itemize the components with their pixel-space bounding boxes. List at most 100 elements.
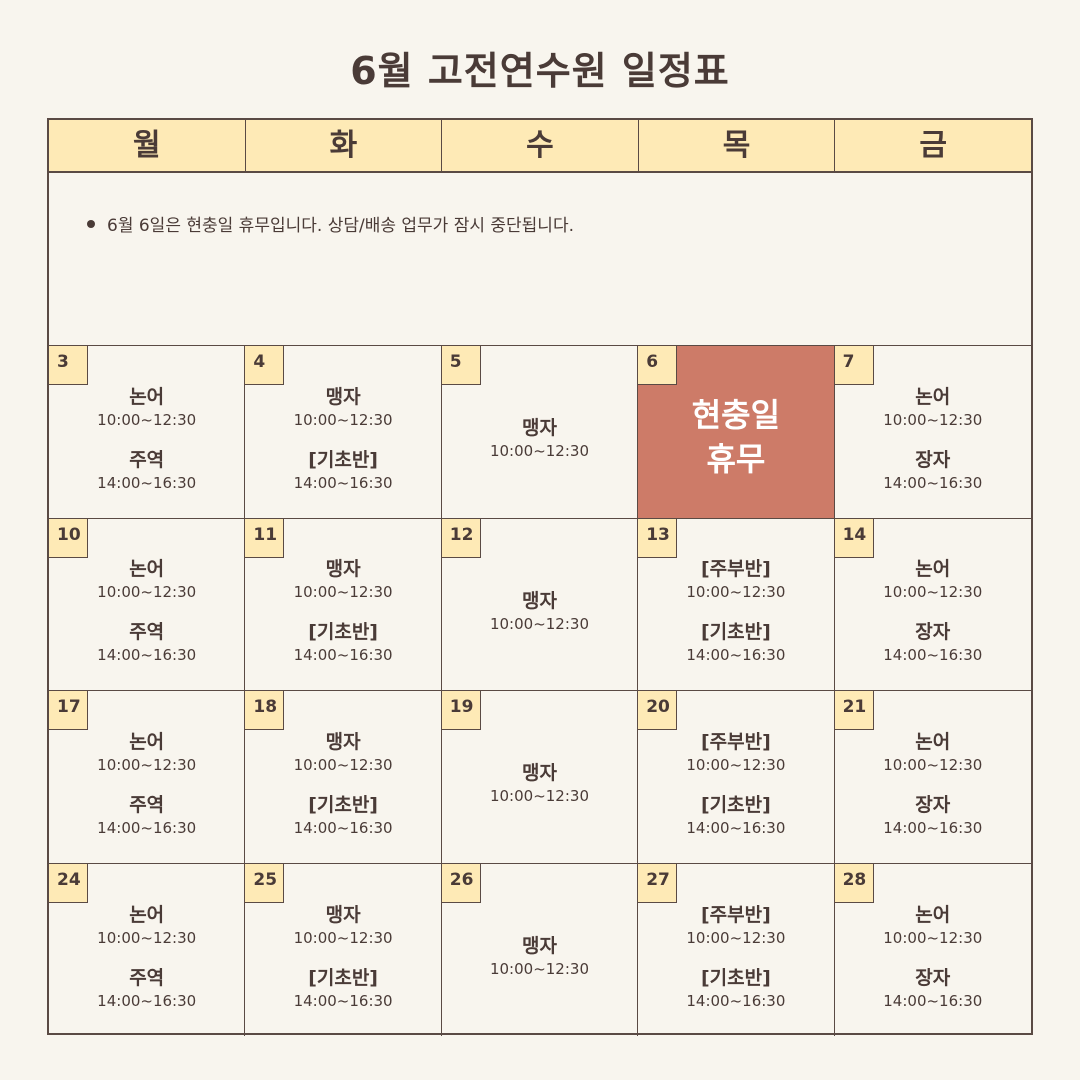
date-badge: 20: [638, 691, 678, 730]
class-name: 맹자: [522, 935, 557, 958]
day-cell: 5 맹자 10:00~12:30: [441, 346, 639, 519]
notice-area: 6월 6일은 현충일 휴무입니다. 상담/배송 업무가 잠시 중단됩니다.: [49, 173, 1031, 346]
class-name: 장자: [915, 793, 951, 816]
class-time: 10:00~12:30: [97, 755, 197, 774]
class-time: 10:00~12:30: [489, 442, 589, 461]
class-name: [주부반]: [700, 903, 771, 926]
date-badge: 18: [245, 691, 285, 730]
class-time: 10:00~12:30: [293, 410, 393, 429]
day-cell: 11 맹자 10:00~12:30 [기초반] 14:00~16:30: [245, 518, 442, 691]
date-badge: 19: [441, 691, 481, 730]
date-badge: 5: [441, 346, 481, 385]
class-time: 10:00~12:30: [883, 928, 983, 947]
date-badge: 27: [638, 863, 678, 903]
class-name: [기초반]: [700, 966, 771, 989]
date-badge: 11: [245, 518, 285, 558]
day-cell: 24 논어 10:00~12:30 주역 14:00~16:30: [49, 863, 246, 1036]
class-name: 논어: [129, 903, 165, 926]
class-time: 14:00~16:30: [293, 991, 393, 1010]
date-badge: 6: [638, 346, 678, 385]
day-cell: 14 논어 10:00~12:30 장자 14:00~16:30: [834, 518, 1031, 691]
date-badge: 12: [441, 518, 481, 558]
day-cell: 25 맹자 10:00~12:30 [기초반] 14:00~16:30: [245, 863, 442, 1036]
schedule-table: 월 화 수 목 금 6월 6일은 현충일 휴무입니다. 상담/배송 업무가 잠시…: [47, 118, 1033, 1036]
day-cell: 6 현충일 휴무: [638, 346, 835, 519]
class-name: 논어: [915, 730, 951, 753]
class-name: 맹자: [522, 589, 557, 612]
class-time: 10:00~12:30: [97, 583, 197, 602]
date-badge: 21: [834, 691, 874, 730]
class-name: 주역: [129, 966, 165, 989]
day-cell: 18 맹자 10:00~12:30 [기초반] 14:00~16:30: [245, 691, 442, 864]
date-badge: 4: [245, 346, 285, 385]
class-name: [기초반]: [308, 448, 378, 471]
weekday-fri: 금: [919, 128, 947, 163]
class-time: 14:00~16:30: [293, 818, 393, 837]
day-cell: 3 논어 10:00~12:30 주역 14:00~16:30: [49, 346, 246, 519]
day-cell: 19 맹자 10:00~12:30: [441, 691, 639, 864]
notice-text: 6월 6일은 현충일 휴무입니다. 상담/배송 업무가 잠시 중단됩니다.: [107, 216, 574, 236]
day-cell: 17 논어 10:00~12:30 주역 14:00~16:30: [49, 691, 246, 864]
class-name: 맹자: [325, 385, 361, 408]
class-name: 주역: [129, 448, 165, 471]
class-time: 14:00~16:30: [883, 991, 983, 1010]
date-badge: 26: [441, 863, 481, 903]
class-time: 10:00~12:30: [293, 755, 393, 774]
date-badge: 7: [834, 346, 874, 385]
class-time: 10:00~12:30: [686, 755, 786, 774]
holiday-label: 현충일 휴무: [691, 395, 781, 478]
class-name: 논어: [915, 903, 951, 926]
class-time: 14:00~16:30: [686, 991, 786, 1010]
class-time: 14:00~16:30: [97, 473, 197, 492]
date-badge: 24: [49, 863, 88, 903]
weekday-tue: 화: [246, 120, 443, 171]
class-time: 10:00~12:30: [489, 787, 589, 806]
day-cell: 20 [주부반] 10:00~12:30 [기초반] 14:00~16:30: [638, 691, 835, 864]
date-badge: 14: [834, 518, 874, 558]
class-time: 10:00~12:30: [97, 928, 197, 947]
class-name: [기초반]: [308, 793, 378, 816]
class-time: 14:00~16:30: [97, 818, 197, 837]
class-time: 14:00~16:30: [883, 646, 983, 665]
calendar-grid: 3 논어 10:00~12:30 주역 14:00~16:30 4 맹자 10:00~12:3…: [49, 346, 1031, 1036]
class-time: 10:00~12:30: [489, 614, 589, 633]
date-badge: 13: [638, 518, 678, 558]
date-badge: 10: [49, 518, 88, 558]
date-badge: 25: [245, 863, 285, 903]
date-badge: 28: [834, 863, 874, 903]
class-time: 10:00~12:30: [293, 583, 393, 602]
class-time: 10:00~12:30: [883, 583, 983, 602]
class-time: 14:00~16:30: [883, 473, 983, 492]
class-time: 10:00~12:30: [686, 928, 786, 947]
class-time: 10:00~12:30: [686, 583, 786, 602]
weekday-wed: 수: [442, 120, 639, 171]
class-time: 14:00~16:30: [686, 646, 786, 665]
class-name: 논어: [915, 385, 951, 408]
date-badge: 17: [49, 691, 88, 730]
weekday-header: 월 화 수 목 금: [49, 120, 1031, 173]
class-name: [기초반]: [308, 621, 378, 644]
class-name: 장자: [915, 621, 951, 644]
class-name: [주부반]: [700, 730, 771, 753]
class-name: 장자: [915, 966, 951, 989]
class-time: 10:00~12:30: [489, 960, 589, 979]
class-name: 주역: [129, 793, 165, 816]
class-time: 10:00~12:30: [883, 755, 983, 774]
class-name: 장자: [915, 448, 951, 471]
class-name: [기초반]: [700, 621, 771, 644]
day-cell: 13 [주부반] 10:00~12:30 [기초반] 14:00~16:30: [638, 518, 835, 691]
weekday-thu: 목: [639, 120, 836, 171]
day-cell: 12 맹자 10:00~12:30: [441, 518, 639, 691]
day-cell: 27 [주부반] 10:00~12:30 [기초반] 14:00~16:30: [638, 863, 835, 1036]
class-name: 논어: [129, 730, 165, 753]
day-cell: 26 맹자 10:00~12:30: [441, 863, 639, 1036]
class-name: [기초반]: [700, 793, 771, 816]
class-time: 10:00~12:30: [293, 928, 393, 947]
class-time: 10:00~12:30: [883, 410, 983, 429]
class-name: 논어: [129, 558, 165, 581]
day-cell: 7 논어 10:00~12:30 장자 14:00~16:30: [834, 346, 1031, 519]
class-name: 맹자: [522, 417, 557, 440]
class-name: [주부반]: [700, 558, 771, 581]
bullet-icon: [87, 220, 95, 228]
class-time: 14:00~16:30: [293, 646, 393, 665]
